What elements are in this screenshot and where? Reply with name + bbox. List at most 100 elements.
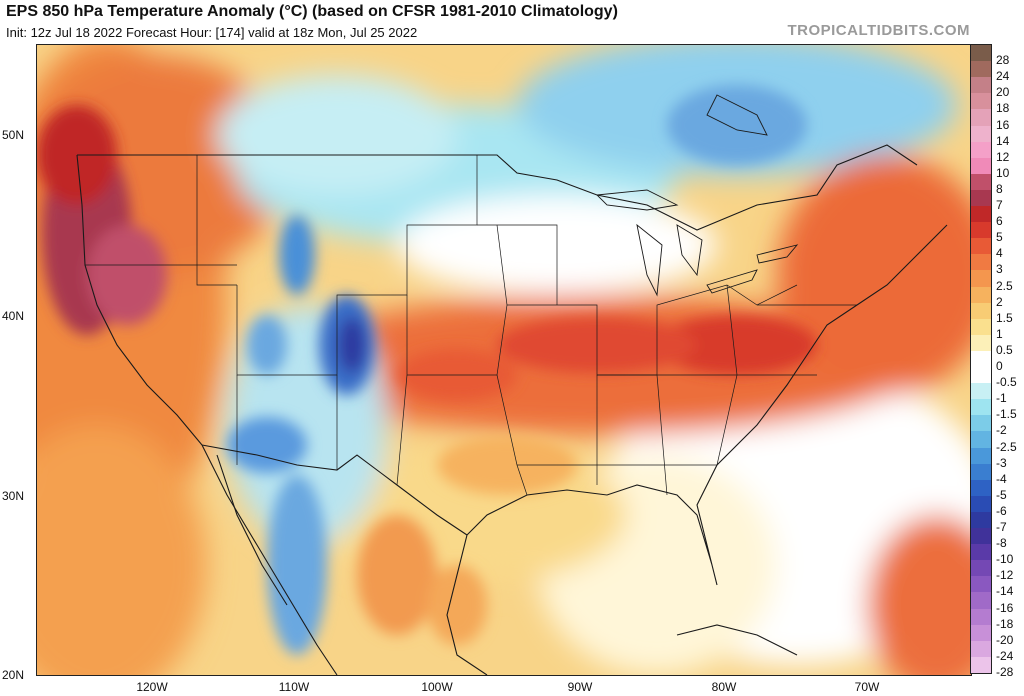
- colorbar-swatch: [971, 45, 991, 62]
- colorbar-swatch: [971, 544, 991, 561]
- colorbar-tick-label: 1: [996, 326, 1003, 341]
- lat-label-30n: 30N: [2, 489, 25, 503]
- colorbar-swatch: [971, 189, 991, 207]
- colorbar-swatch: [971, 270, 991, 288]
- colorbar-swatch: [971, 238, 991, 255]
- colorbar-tick-label: -28: [996, 665, 1014, 679]
- lat-label-20n: 20N: [2, 668, 25, 682]
- colorbar-tick-label: 7: [996, 198, 1003, 213]
- colorbar-tick-label: -0.5: [996, 375, 1017, 390]
- colorbar-tick-label: -18: [996, 616, 1014, 631]
- colorbar-tick-label: 6: [996, 214, 1003, 229]
- boundaries: [76, 144, 948, 675]
- colorbar-tick-label: 2.5: [996, 278, 1013, 293]
- map-canvas: [37, 45, 971, 675]
- baja-coast: [216, 454, 288, 606]
- colorbar-swatch: [971, 334, 991, 352]
- colorbar-swatch: [971, 479, 991, 497]
- colorbar-tick-label: -3: [996, 455, 1007, 470]
- colorbar-tick-label: -1: [996, 391, 1007, 406]
- colorbar-tick-label: 14: [996, 133, 1010, 148]
- colorbar-swatch: [971, 286, 991, 304]
- colorbar-tick-label: 20: [996, 85, 1010, 100]
- us-mexico-border: [201, 444, 468, 536]
- colorbar-swatch: [971, 656, 991, 674]
- colorbar-tick-label: -1.5: [996, 407, 1017, 422]
- colorbar-tick-label: -2.5: [996, 439, 1017, 454]
- lon-label-100w: 100W: [421, 680, 453, 694]
- gulf-atlantic-coast: [466, 224, 948, 586]
- colorbar-legend: [970, 44, 992, 674]
- colorbar-swatch: [971, 415, 991, 432]
- colorbar-tick-label: -8: [996, 536, 1007, 551]
- lon-label-70w: 70W: [854, 680, 880, 694]
- colorbar-swatch: [971, 576, 991, 593]
- colorbar-swatch: [971, 222, 991, 239]
- colorbar-tick-label: 16: [996, 117, 1010, 132]
- colorbar-tick-label: 0: [996, 359, 1003, 374]
- colorbar-tick-label: -12: [996, 568, 1014, 583]
- lon-label-120w: 120W: [136, 680, 168, 694]
- colorbar-tick-label: 2: [996, 294, 1003, 309]
- colorbar-swatch: [971, 109, 991, 126]
- colorbar-swatch: [971, 640, 991, 658]
- colorbar-swatch: [971, 125, 991, 143]
- cuba-outline: [676, 624, 798, 656]
- colorbar-tick-label: 18: [996, 101, 1010, 116]
- lon-label-110w: 110W: [278, 680, 310, 694]
- anomaly-field-detail: [37, 85, 817, 655]
- colorbar-swatch: [971, 495, 991, 513]
- colorbar-swatch: [971, 367, 991, 384]
- colorbar-swatch: [971, 173, 991, 191]
- colorbar-tick-label: -2: [996, 423, 1007, 438]
- colorbar-swatch: [971, 350, 991, 368]
- map-subtitle: Init: 12z Jul 18 2022 Forecast Hour: [17…: [6, 25, 418, 40]
- colorbar-swatch: [971, 399, 991, 416]
- colorbar-swatch: [971, 141, 991, 159]
- colorbar-tick-label: 10: [996, 165, 1010, 180]
- colorbar-tick-label: 12: [996, 149, 1010, 164]
- colorbar-tick-label: 24: [996, 69, 1010, 84]
- colorbar-swatch: [971, 463, 991, 481]
- colorbar-swatch: [971, 254, 991, 271]
- colorbar-tick-label: 3: [996, 262, 1003, 277]
- state-lines: [85, 155, 857, 496]
- us-west-coast: [76, 154, 203, 446]
- colorbar-swatch: [971, 61, 991, 78]
- colorbar-tick-label: -5: [996, 487, 1007, 502]
- colorbar-swatch: [971, 93, 991, 110]
- colorbar-swatch: [971, 447, 991, 465]
- colorbar-tick-label: 0.5: [996, 342, 1013, 357]
- colorbar-swatch: [971, 206, 991, 223]
- colorbar-swatch: [971, 431, 991, 449]
- us-canada-border: [77, 144, 918, 231]
- colorbar-tick-label: -10: [996, 552, 1014, 567]
- colorbar-tick-label: 5: [996, 230, 1003, 245]
- mexico-gulf-coast: [446, 534, 488, 675]
- colorbar-tick-label: -20: [996, 632, 1014, 647]
- colorbar-tick-label: -14: [996, 584, 1014, 599]
- lon-label-90w: 90W: [567, 680, 593, 694]
- colorbar-tick-label: -6: [996, 503, 1007, 518]
- colorbar-swatch: [971, 383, 991, 400]
- great-lakes: [596, 94, 799, 297]
- colorbar-swatch: [971, 77, 991, 94]
- lat-label-40n: 40N: [2, 309, 25, 323]
- colorbar-swatch: [971, 157, 991, 175]
- brand-watermark: TROPICALTIDBITS.COM: [787, 22, 970, 39]
- colorbar-swatch: [971, 592, 991, 610]
- colorbar-tick-label: 4: [996, 246, 1003, 261]
- colorbar-tick-label: 8: [996, 181, 1003, 196]
- colorbar-tick-label: 1.5: [996, 310, 1013, 325]
- colorbar-tick-label: 28: [996, 53, 1010, 68]
- colorbar-swatch: [971, 528, 991, 545]
- colorbar-tick-label: -7: [996, 520, 1007, 535]
- colorbar-swatch: [971, 560, 991, 577]
- colorbar-swatch: [971, 318, 991, 336]
- colorbar-tick-label: -4: [996, 471, 1007, 486]
- colorbar-swatch: [971, 608, 991, 626]
- map-title: EPS 850 hPa Temperature Anomaly (°C) (ba…: [6, 3, 618, 20]
- colorbar-swatch: [971, 511, 991, 529]
- colorbar-tick-label: -24: [996, 648, 1014, 663]
- lat-label-50n: 50N: [2, 128, 25, 142]
